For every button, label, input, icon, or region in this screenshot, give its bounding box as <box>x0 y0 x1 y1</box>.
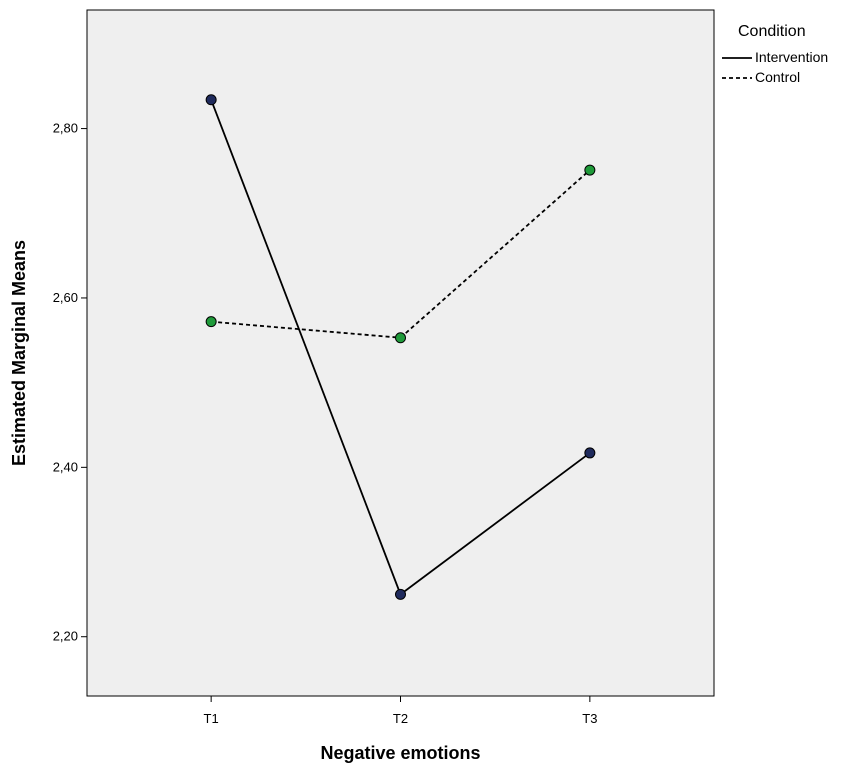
data-point-control-t3 <box>584 164 596 176</box>
series-line-intervention <box>210 99 402 595</box>
series-line-control <box>399 169 591 339</box>
legend-label-intervention: Intervention <box>755 49 828 65</box>
x-tick-label: T2 <box>393 711 408 726</box>
series-line-intervention <box>399 452 591 596</box>
data-point-control-t1 <box>205 316 217 328</box>
y-tick-label: 2,40 <box>53 459 78 474</box>
legend: Condition Intervention Control <box>722 23 828 85</box>
y-axis-title: Estimated Marginal Means <box>9 240 29 466</box>
x-tick-label: T1 <box>204 711 219 726</box>
y-tick-label: 2,80 <box>53 121 78 136</box>
x-tick-label: T3 <box>582 711 597 726</box>
x-axis-title: Negative emotions <box>320 743 480 763</box>
data-point-intervention-t2 <box>395 588 406 600</box>
legend-label-control: Control <box>755 69 800 85</box>
series-layer <box>205 94 596 600</box>
data-point-intervention-t1 <box>205 94 217 106</box>
plot-area <box>86 9 715 697</box>
y-tick-label: 2,20 <box>53 629 78 644</box>
legend-title: Condition <box>738 23 806 40</box>
series-line-control <box>211 320 401 339</box>
x-axis: T1 T2 T3 <box>204 696 597 726</box>
data-point-intervention-t3 <box>584 447 596 459</box>
y-tick-label: 2,60 <box>53 290 78 305</box>
data-point-control-t2 <box>395 332 406 344</box>
y-axis: 2,20 2,40 2,60 2,80 <box>53 121 87 644</box>
